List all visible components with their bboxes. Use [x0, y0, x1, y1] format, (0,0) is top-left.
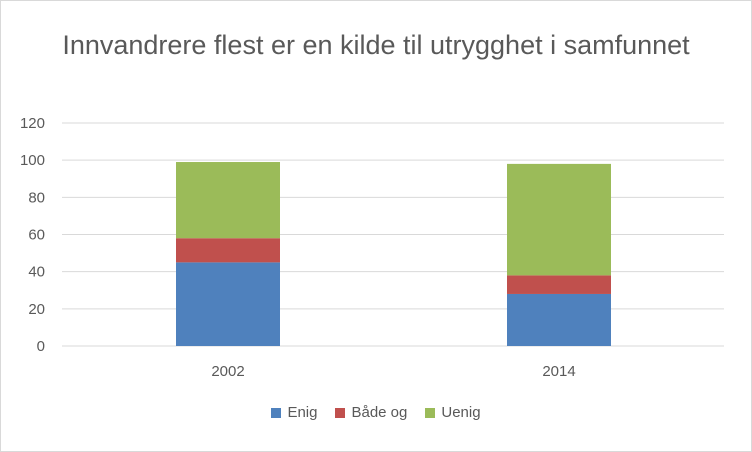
x-axis-ticks: 2002 2014 — [211, 363, 575, 380]
legend-swatch-bade-og — [335, 407, 346, 418]
bar-2002-enig — [176, 262, 280, 346]
legend-item-uenig: Uenig — [425, 404, 481, 421]
y-tick-label: 60 — [28, 227, 45, 244]
bar-2002-uenig — [176, 162, 280, 239]
legend: Enig Både og Uenig — [1, 404, 751, 421]
legend-label-enig: Enig — [287, 404, 318, 421]
legend-label-uenig: Uenig — [441, 404, 481, 421]
gridlines — [62, 122, 724, 347]
legend-swatch-uenig — [425, 407, 436, 418]
legend-label-bade-og: Både og — [351, 404, 408, 421]
bar-2014-enig — [507, 293, 611, 346]
legend-swatch-enig — [271, 407, 282, 418]
y-tick-label: 20 — [28, 301, 45, 318]
y-tick-label: 0 — [37, 338, 45, 355]
y-axis-ticks: 0 20 40 60 80 100 120 — [20, 115, 45, 355]
x-tick-label: 2014 — [542, 363, 575, 380]
y-tick-label: 40 — [28, 264, 45, 281]
bar-2014-både-og — [507, 275, 611, 294]
y-tick-label: 120 — [20, 115, 45, 132]
y-tick-label: 80 — [28, 189, 45, 206]
legend-item-bade-og: Både og — [335, 404, 407, 421]
bar-2002-både-og — [176, 238, 280, 263]
y-tick-label: 100 — [20, 152, 45, 169]
legend-item-enig: Enig — [271, 404, 317, 421]
bar-2014-uenig — [507, 163, 611, 276]
chart-title: Innvandrere flest er en kilde til utrygg… — [62, 30, 690, 60]
bars — [176, 162, 611, 346]
x-tick-label: 2002 — [211, 363, 244, 380]
